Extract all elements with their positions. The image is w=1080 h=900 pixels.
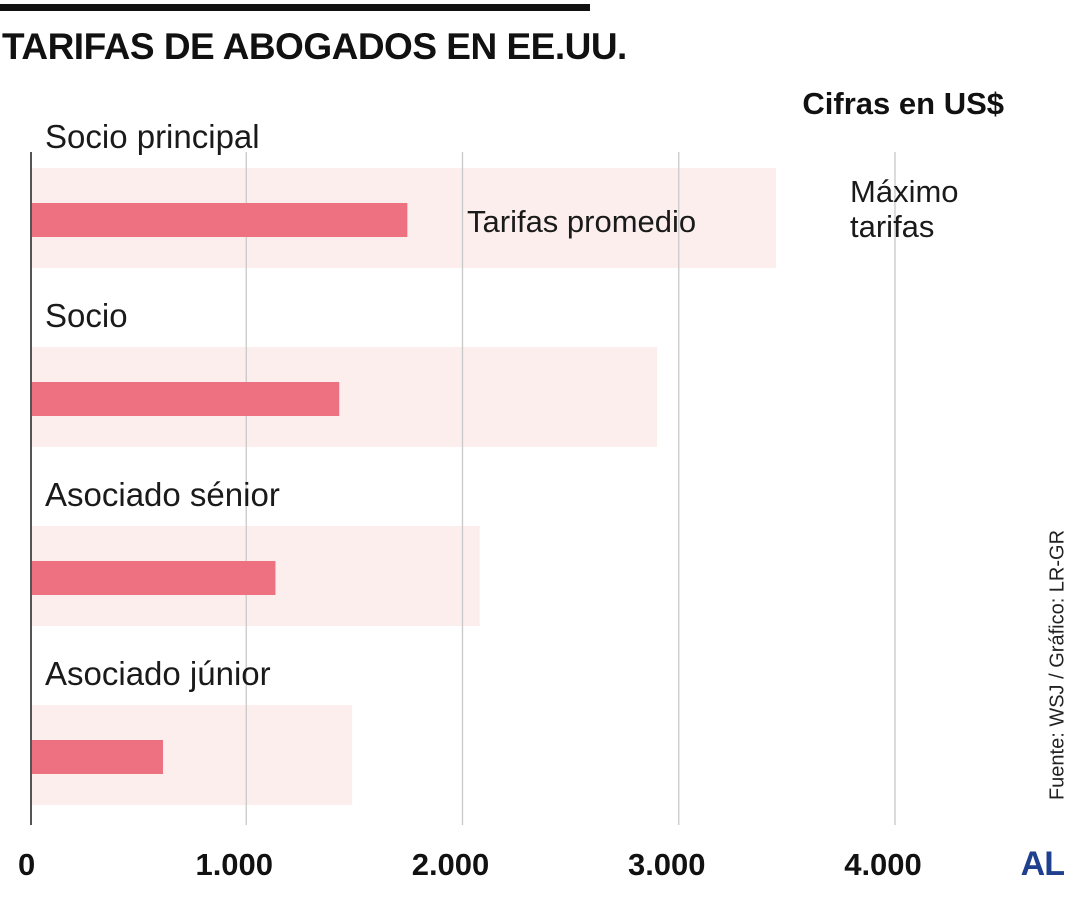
tick-label: 4.000 <box>844 847 922 882</box>
tick-label: 2.000 <box>412 847 490 882</box>
category-label: Asociado júnior <box>45 655 271 692</box>
average-bar <box>30 203 408 237</box>
category-label: Socio <box>45 297 128 334</box>
units-label: Cifras en US$ <box>802 86 1004 121</box>
brand-logo: AL <box>1020 845 1065 883</box>
tick-label: 1.000 <box>195 847 273 882</box>
tick-label: 0 <box>18 847 35 882</box>
average-bar <box>30 561 276 595</box>
series-label-line: Máximo <box>850 174 959 209</box>
source-note: Fuente: WSJ / Gráfico: LR-GR <box>1046 529 1069 801</box>
category-label: Asociado sénior <box>45 476 280 513</box>
average-bar <box>30 382 340 416</box>
series-label-line: tarifas <box>850 209 934 244</box>
tick-label: 3.000 <box>628 847 706 882</box>
average-bar <box>30 740 163 774</box>
chart-title: TARIFAS DE ABOGADOS EN EE.UU. <box>2 26 627 67</box>
series-label-average: Tarifas promedio <box>467 204 696 239</box>
series-label-maximum: Máximo tarifas <box>850 174 959 244</box>
top-rule <box>0 4 590 11</box>
category-label: Socio principal <box>45 118 260 155</box>
